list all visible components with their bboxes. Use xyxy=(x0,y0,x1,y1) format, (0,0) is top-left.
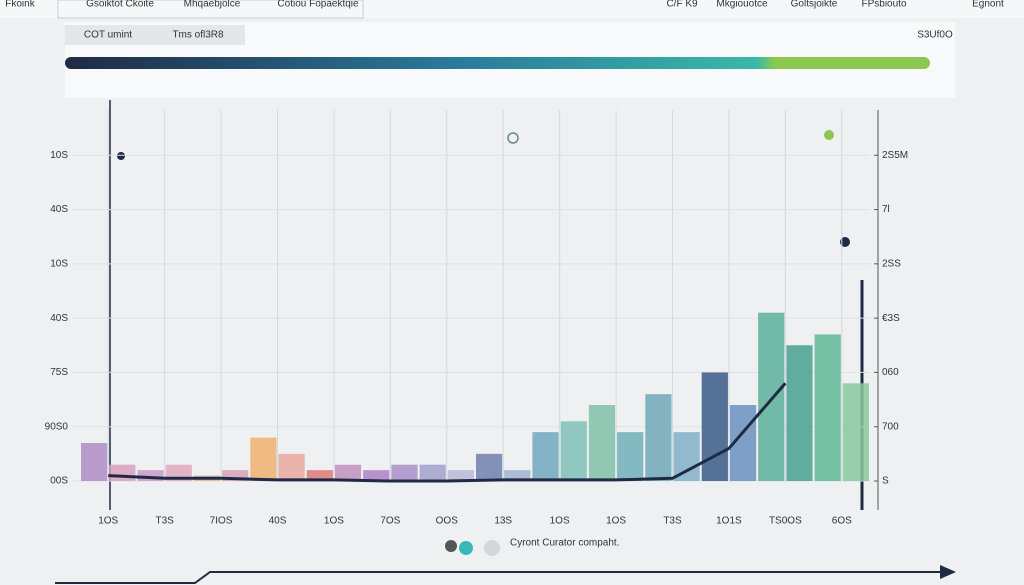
tab-label: C/F K9 xyxy=(666,0,698,10)
tab-label: Mkgiouotce xyxy=(716,0,768,10)
x-tick-label: 1OS xyxy=(550,516,570,527)
tab-label: FPsbiouto xyxy=(861,0,906,10)
x-tick-label: OOS xyxy=(436,516,459,527)
tab-label: Goltsjoikte xyxy=(791,0,838,10)
marker xyxy=(117,152,125,160)
bar xyxy=(701,372,728,481)
y-tick-label: 75S xyxy=(50,367,68,378)
bar xyxy=(814,334,841,481)
y-tick-label: 10S xyxy=(50,150,68,161)
x-tick-label: 1O1S xyxy=(716,516,742,527)
bar xyxy=(842,383,869,481)
marker xyxy=(840,237,850,247)
bar xyxy=(278,453,305,481)
x-tick-label: T3S xyxy=(155,516,174,527)
x-tick-label: 7OS xyxy=(380,516,400,527)
bar xyxy=(758,312,785,481)
y-tick-label: 00S xyxy=(50,476,68,487)
tab-label: Cotiou Fopaektqie xyxy=(277,0,359,10)
marker xyxy=(824,130,834,140)
x-tick-label: 1OS xyxy=(98,516,118,527)
timeline-arrow xyxy=(55,571,945,584)
bar xyxy=(419,464,446,481)
bar xyxy=(391,464,418,481)
y2-tick-label: 2SS xyxy=(882,258,901,269)
bar xyxy=(222,470,249,481)
bar xyxy=(109,464,136,481)
legend-label: Cyront Curator compaht. xyxy=(510,538,620,549)
bar xyxy=(532,432,559,481)
x-tick-label: 13S xyxy=(494,516,512,527)
y-tick-label: 40S xyxy=(50,313,68,324)
toolbar-label: COT umint xyxy=(84,30,132,41)
tab-frame xyxy=(57,0,364,19)
bar xyxy=(334,464,362,481)
progress-bar xyxy=(65,57,930,69)
bar xyxy=(673,432,700,481)
x-tick-label: TS0OS xyxy=(769,516,802,527)
arrow-head xyxy=(940,565,956,579)
bar xyxy=(250,437,277,481)
y2-tick-label: €3S xyxy=(882,313,900,324)
x-tick-label: 6OS xyxy=(832,516,852,527)
x-tick-label: 40S xyxy=(269,516,287,527)
toolbar-label: S3Uf0O xyxy=(917,30,953,41)
y2-tick-label: 060 xyxy=(882,367,899,378)
x-tick-label: 1OS xyxy=(324,516,344,527)
tab-label: Mhqaebjolce xyxy=(184,0,241,10)
y-tick-label: 90S0 xyxy=(45,421,69,432)
y2-tick-label: 2S5M xyxy=(882,150,908,161)
tab-label: Fkoink xyxy=(5,0,35,10)
line xyxy=(108,382,787,483)
bar xyxy=(617,432,644,481)
bar xyxy=(504,470,531,481)
bar xyxy=(306,470,333,481)
toolbar-label: Tms ofl3R8 xyxy=(172,30,224,41)
bar xyxy=(447,470,474,481)
tab-label: Egnont xyxy=(972,0,1004,10)
bar xyxy=(137,470,164,481)
bar xyxy=(476,453,503,481)
legend-swatch xyxy=(459,541,473,555)
bar xyxy=(645,394,672,481)
toolbar-box xyxy=(65,25,245,45)
legend-icon xyxy=(445,540,457,552)
y2-tick-label: 700 xyxy=(882,421,899,432)
y2-tick-label: 7l xyxy=(882,204,890,215)
top-bar xyxy=(0,0,1024,18)
bar xyxy=(81,443,108,481)
x-tick-label: 7IOS xyxy=(210,516,233,527)
y-tick-label: 40S xyxy=(50,204,68,215)
bar xyxy=(786,345,813,481)
tab-label: Gsoiktot Ckoite xyxy=(86,0,154,10)
x-tick-label: 1OS xyxy=(606,516,626,527)
bar xyxy=(588,405,616,481)
marker xyxy=(507,132,519,144)
bar xyxy=(363,470,390,481)
bar xyxy=(560,421,587,481)
y-tick-label: 10S xyxy=(50,258,68,269)
x-tick-label: T3S xyxy=(663,516,682,527)
y2-tick-label: S xyxy=(882,476,889,487)
legend-icon xyxy=(484,540,500,556)
